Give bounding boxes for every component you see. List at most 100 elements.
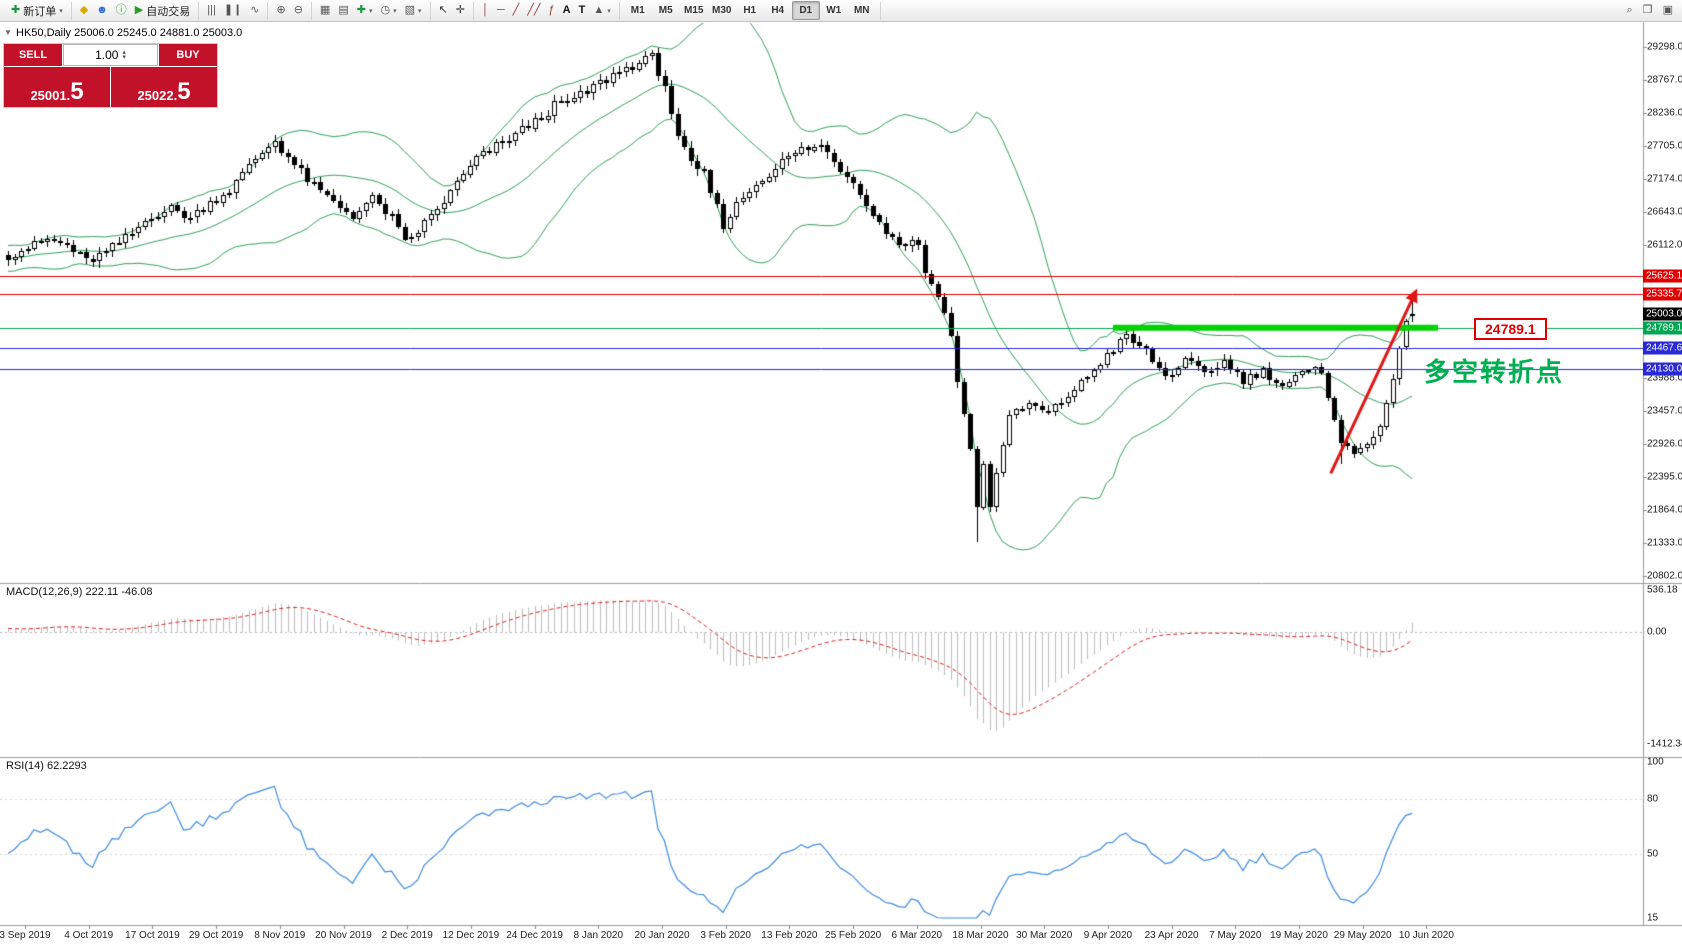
toolbar-group-apps: ◆ ☻ ⓘ ▶ 自动交易 (72, 1, 200, 20)
toolbar-group-trade: ✚ 新订单 ▾ (3, 1, 72, 20)
rsi-axis-label: 50 (1647, 848, 1659, 860)
macd-panel[interactable]: MACD(12,26,9) 222.11 -46.08 (0, 583, 1643, 757)
horizontal-line-button[interactable]: ─ (493, 1, 509, 20)
crosshair-button[interactable]: ✛ (452, 1, 469, 20)
price-axis[interactable]: 29298.0 28767.0 28236.0 27705.0 27174.0 26643… (1643, 22, 1682, 925)
channel-button[interactable]: ╱╱ (523, 1, 544, 20)
timeframe-button-M1[interactable]: M1 (630, 5, 645, 16)
date-label: 9 Apr 2020 (1083, 930, 1133, 941)
candle-chart-button[interactable]: ❚❙ (220, 1, 246, 20)
trendline-button[interactable]: ╱ (509, 1, 524, 20)
date-label: 18 Mar 2020 (952, 930, 1009, 941)
pivot-annotation-text[interactable]: 多空转折点 (1424, 357, 1565, 387)
macd-axis-label: -1412.34 (1647, 738, 1682, 750)
timeframe-button-M15[interactable]: M15 (683, 5, 704, 16)
date-label: 13 Feb 2020 (761, 930, 818, 941)
date-label: 10 Jun 2020 (1398, 930, 1454, 941)
price-axis-label: 28236.0 (1647, 107, 1682, 119)
timeframe-button-M30[interactable]: M30 (711, 5, 732, 16)
dropdown-caret-icon: ▾ (418, 7, 422, 15)
date-label: 19 May 2020 (1270, 930, 1328, 941)
vertical-line-button[interactable]: │ (478, 1, 493, 20)
cursor-icon: ↖ (438, 4, 448, 16)
bars-icon: ||| (207, 4, 216, 16)
line-chart-button[interactable]: ∿ (246, 1, 263, 20)
date-label: 25 Feb 2020 (825, 930, 882, 941)
search-button[interactable]: ⌕ (1623, 1, 1637, 20)
price-level-callout[interactable]: 24789.1 (1474, 318, 1547, 340)
date-label: 29 Oct 2019 (188, 930, 244, 941)
new-order-button[interactable]: ✚ 新订单 ▾ (7, 1, 67, 20)
main-chart-panel[interactable]: ▼ HK50,Daily 25006.0 25245.0 24881.0 250… (0, 22, 1643, 583)
macd-label: MACD(12,26,9) 222.11 -46.08 (6, 586, 153, 598)
price-line-badge: 25335.7 (1643, 287, 1682, 301)
volume-decrease-button[interactable]: ▾ (122, 54, 126, 61)
panel-splitter-rsi[interactable] (0, 755, 1682, 759)
bar-chart-button[interactable]: ||| (203, 1, 220, 20)
toolbar-groups: ✚ 新订单 ▾ ◆ ☻ ⓘ ▶ 自动交易 ||| ❚❙ ∿ ⊕ ⊖ ▦ ▤ ✚ ▾ ◷ ▾ ▧ ▾ ↖ ✛ │ ─ ╱ ╱╱ ƒ A T ▲… (3, 0, 881, 21)
community-button[interactable]: ☻ (92, 1, 112, 20)
price-axis-label: 21864.0 (1647, 504, 1682, 516)
play-icon: ▶ (134, 4, 144, 16)
price-axis-label: 23457.0 (1647, 405, 1682, 417)
timeframe-button-D1[interactable]: D1 (791, 1, 820, 20)
text-button[interactable]: A (559, 1, 575, 20)
price-axis-label: 29298.0 (1647, 41, 1682, 53)
data-window-button[interactable]: ❐ (1639, 1, 1657, 20)
help-button[interactable]: ⓘ (112, 1, 131, 20)
metaeditor-button[interactable]: ◆ (76, 1, 92, 20)
rsi-panel[interactable]: RSI(14) 62.2293 (0, 757, 1643, 925)
info-icon: ⓘ (115, 4, 127, 16)
arrange-windows-button[interactable]: ▤ (334, 1, 352, 20)
new-chart-button[interactable]: ✚ ▾ (353, 1, 377, 20)
timeframe-button-MN[interactable]: MN (853, 5, 870, 16)
volume-increase-button[interactable]: ▴ (122, 49, 126, 56)
time-axis[interactable]: 3 Sep 2019 4 Oct 2019 17 Oct 2019 29 Oct 20… (0, 925, 1682, 947)
arrows-button[interactable]: ▲ ▾ (589, 1, 614, 20)
candle-plus-icon: ✚ (11, 4, 21, 16)
date-label: 3 Sep 2019 (0, 930, 51, 941)
date-label: 12 Dec 2019 (442, 930, 500, 941)
zoom-out-icon: ⊖ (293, 4, 303, 16)
cursor-button[interactable]: ↖ (435, 1, 452, 20)
autotrading-button[interactable]: ▶ 自动交易 (131, 1, 194, 20)
rsi-axis-label: 15 (1647, 912, 1659, 924)
timeframe-button-W1[interactable]: W1 (826, 5, 842, 16)
timeframe-button-H1[interactable]: H1 (743, 5, 757, 16)
volume-input[interactable]: 1.00 ▴ ▾ (63, 44, 158, 66)
panel-splitter-macd[interactable] (0, 581, 1682, 585)
toolbar-group-pointer: ↖ ✛ (431, 1, 474, 20)
rsi-label: RSI(14) 62.2293 (6, 760, 87, 772)
buy-button[interactable]: BUY (159, 44, 217, 66)
price-line-badge: 24789.1 (1643, 321, 1682, 335)
zoom-in-button[interactable]: ⊕ (272, 1, 289, 20)
sell-price-big: 5 (70, 78, 84, 105)
date-label: 7 May 2020 (1209, 930, 1262, 941)
date-label: 3 Feb 2020 (700, 930, 751, 941)
label-button[interactable]: T (575, 1, 590, 20)
text-t-icon: T (578, 4, 586, 16)
buy-price-big: 5 (177, 78, 191, 105)
zoom-out-button[interactable]: ⊖ (290, 1, 307, 20)
date-label: 6 Mar 2020 (891, 930, 943, 941)
tile-windows-button[interactable]: ▦ (316, 1, 334, 20)
plus-icon: ✚ (356, 4, 366, 16)
magnifier-icon: ⌕ (1626, 4, 1633, 16)
templates-button[interactable]: ▧ ▾ (401, 1, 426, 20)
hline-icon: ─ (496, 4, 505, 16)
sell-price-button[interactable]: 25001. 5 (4, 67, 110, 107)
terminal-button[interactable]: ▣ (1659, 1, 1677, 20)
window-icon: ❐ (1642, 4, 1653, 16)
vline-icon: │ (481, 4, 489, 16)
timeframe-button-M5[interactable]: M5 (658, 5, 673, 16)
timeframe-button-H4[interactable]: H4 (771, 5, 785, 16)
sell-button[interactable]: SELL (4, 44, 62, 66)
symbol-ohlc-line: HK50,Daily 25006.0 25245.0 24881.0 25003… (16, 27, 243, 39)
shapes-icon: ▲ (593, 4, 605, 16)
one-click-trading-toggle[interactable]: ▼ (4, 28, 12, 37)
fibonacci-button[interactable]: ƒ (545, 1, 559, 20)
buy-price-button[interactable]: 25022. 5 (111, 67, 217, 107)
date-label: 8 Jan 2020 (573, 930, 624, 941)
date-label: 24 Dec 2019 (506, 930, 563, 941)
profiles-button[interactable]: ◷ ▾ (376, 1, 400, 20)
